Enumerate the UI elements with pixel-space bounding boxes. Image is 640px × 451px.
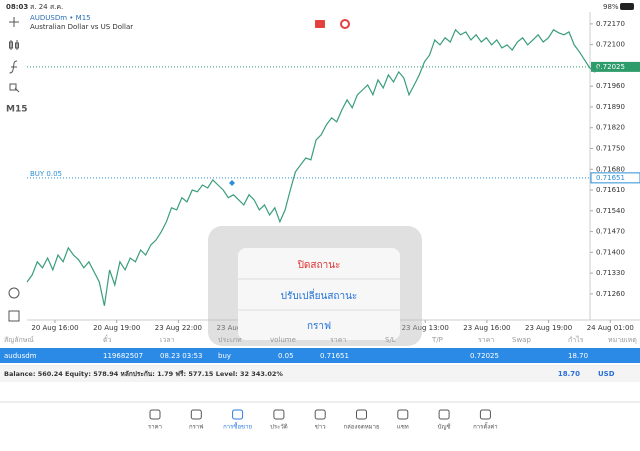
balance-text: Balance: 560.24 Equity: 578.94 หลักประกั… [4, 370, 283, 378]
x-tick-label: 23 Aug 16:00 [463, 324, 510, 332]
y-tick-label: 0.71960 [596, 82, 625, 90]
tab-label[interactable]: ประวัติ [270, 424, 288, 431]
column-header: ประเภท [218, 336, 242, 344]
open-chart[interactable]: กราฟ [307, 321, 331, 332]
tab-icon[interactable] [190, 409, 202, 420]
timeframe[interactable]: M15 [6, 105, 27, 115]
order-label: BUY 0.05 [30, 170, 62, 178]
y-tick-label: 0.71750 [596, 144, 625, 152]
modify-position[interactable]: ปรับเปลี่ยนสถานะ [281, 288, 358, 302]
cell: 0.72025 [470, 352, 499, 360]
tab-icon[interactable] [273, 409, 285, 420]
zoom-icon[interactable] [8, 287, 20, 299]
tab-label[interactable]: การตั้งค่า [473, 421, 497, 431]
x-tick-label: 20 Aug 16:00 [31, 324, 78, 332]
column-header: S/L [385, 336, 396, 344]
trade-button[interactable] [315, 20, 325, 28]
x-tick-label: 23 Aug 13:00 [402, 324, 449, 332]
column-header: T/P [431, 336, 443, 344]
cell: 08.23 03:53 [160, 352, 202, 360]
order-label-box [590, 172, 640, 184]
tab-icon[interactable] [149, 409, 161, 420]
y-tick-label: 0.71680 [596, 165, 625, 173]
tab-label[interactable]: กราฟ [189, 424, 203, 431]
tab-icon[interactable] [438, 409, 450, 420]
cell: 0.05 [278, 352, 294, 360]
close-position[interactable]: ปิดสถานะ [297, 260, 340, 271]
column-header: Swap [512, 336, 531, 344]
chart-title: AUDUSDm • M15 [30, 14, 91, 22]
order-label-value: 0.71651 [596, 174, 625, 182]
tab-icon[interactable] [232, 409, 244, 420]
status-date: ส. 24 ส.ค. [30, 3, 63, 11]
status-time: 08:03 [6, 3, 28, 11]
y-tick-label: 0.71330 [596, 269, 625, 277]
price-label-box [591, 61, 640, 72]
price-line-series [26, 28, 601, 306]
y-tick-label: 0.72100 [596, 41, 625, 49]
cell: 119682507 [103, 352, 143, 360]
y-tick-label: 0.71400 [596, 248, 625, 256]
tab-icon[interactable] [479, 409, 491, 420]
tab-label[interactable]: กล่องจดหมาย [343, 424, 379, 431]
y-tick-label: 0.71540 [596, 207, 625, 215]
trade-marker [229, 180, 235, 186]
x-tick-label: 20 Aug 19:00 [93, 324, 140, 332]
column-header: volume [270, 336, 296, 344]
column-header: ราคา [478, 336, 494, 344]
chart-subtitle: Australian Dollar vs US Dollar [30, 23, 133, 31]
y-tick-label: 0.71470 [596, 228, 625, 236]
crosshair-icon[interactable] [9, 17, 19, 27]
column-header: ตั๋ว [103, 335, 112, 344]
tab-label[interactable]: ราคา [148, 424, 162, 431]
y-tick-label: 0.72170 [596, 20, 625, 28]
y-tick-label: 0.71890 [596, 103, 625, 111]
balance-currency: USD [598, 370, 615, 378]
y-tick-label: 0.71260 [596, 290, 625, 298]
cell: 18.70 [568, 352, 588, 360]
tab-bar: ราคา กราฟ การซื้อขาย ประวัติ ข่าว กล่องจดหมาย… [148, 409, 498, 431]
y-tick-label: 0.71820 [596, 124, 625, 132]
add-icon[interactable] [8, 310, 20, 322]
candles-icon[interactable] [9, 40, 19, 50]
x-tick-label: 23 Aug 22:00 [155, 324, 202, 332]
objects-icon[interactable] [9, 83, 20, 93]
depth-button[interactable] [340, 19, 350, 29]
cell: buy [218, 352, 231, 360]
price-label: 0.72025 [596, 63, 625, 71]
column-header: ราคา [330, 336, 346, 344]
tab-icon[interactable] [397, 409, 409, 420]
tab-label[interactable]: แชท [397, 424, 409, 431]
battery-icon [620, 3, 634, 10]
column-header: หมายเหตุ [608, 336, 637, 344]
battery-text: 98% [603, 3, 619, 11]
y-tick-label: 0.71610 [596, 186, 625, 194]
indicator-icon[interactable] [9, 60, 18, 74]
balance-total: 18.70 [558, 370, 580, 378]
tab-label[interactable]: การซื้อขาย [223, 421, 252, 431]
cell: audusdm [4, 352, 37, 360]
tab-label[interactable]: ข่าว [315, 424, 326, 431]
balance-bar [0, 366, 640, 382]
tab-icon[interactable] [356, 409, 367, 420]
x-tick-label: 24 Aug 01:00 [587, 324, 634, 332]
cell: 0.71651 [320, 352, 349, 360]
column-header: เวลา [160, 336, 175, 344]
column-header: กำไร [568, 335, 584, 344]
action-menu [238, 248, 400, 340]
x-tick-label: 23 Aug 19:00 [525, 324, 572, 332]
toolbar [8, 17, 20, 322]
tab-icon[interactable] [314, 409, 326, 420]
column-header: สัญลักษณ์ [4, 336, 34, 344]
selected-row[interactable] [0, 348, 640, 363]
tab-label[interactable]: บัญชี [438, 423, 451, 431]
